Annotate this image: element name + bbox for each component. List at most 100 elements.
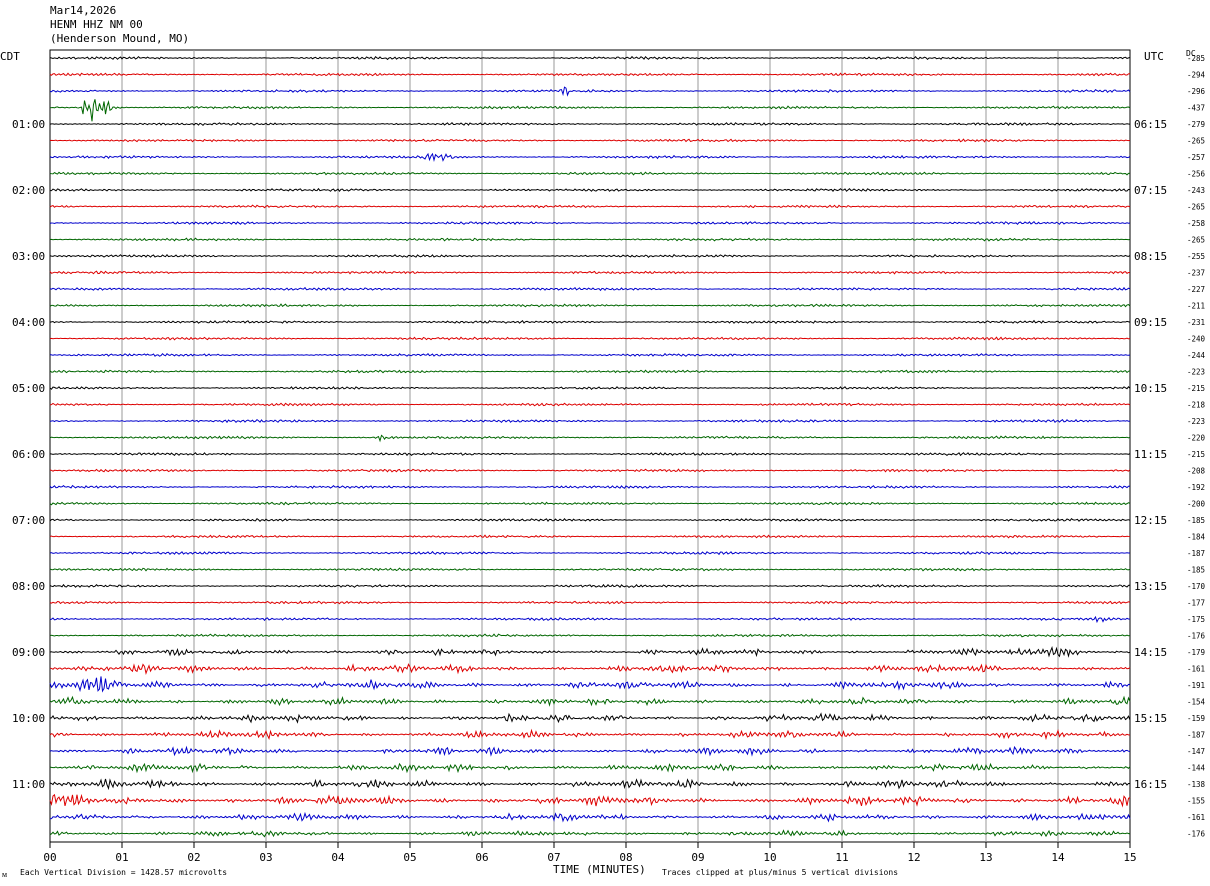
dc-offset-label-6: -265 bbox=[1187, 137, 1205, 146]
trace-30 bbox=[49, 534, 1131, 539]
dc-label: DC bbox=[1186, 49, 1196, 58]
trace-27 bbox=[49, 484, 1131, 489]
left-hour-label-2: 02:00 bbox=[12, 184, 45, 197]
trace-group bbox=[49, 55, 1131, 838]
right-hour-label-9: 14:15 bbox=[1134, 646, 1167, 659]
dc-offset-label-21: -215 bbox=[1187, 384, 1205, 393]
plot-frame bbox=[49, 49, 1131, 843]
trace-47 bbox=[49, 811, 1131, 823]
trace-8 bbox=[49, 171, 1131, 176]
dc-offset-label-12: -265 bbox=[1187, 236, 1205, 245]
location-label: (Henderson Mound, MO) bbox=[50, 32, 190, 45]
dc-offset-label-46: -155 bbox=[1187, 797, 1205, 806]
x-axis-title: TIME (MINUTES) bbox=[553, 863, 646, 876]
dc-offset-label-44: -144 bbox=[1187, 764, 1206, 773]
trace-44 bbox=[49, 762, 1131, 774]
trace-9 bbox=[49, 187, 1131, 193]
dc-offset-label-24: -220 bbox=[1187, 434, 1206, 443]
trace-32 bbox=[49, 567, 1131, 572]
trace-36 bbox=[49, 633, 1131, 638]
dc-offset-label-3: -296 bbox=[1187, 87, 1206, 96]
dc-offset-label-8: -256 bbox=[1187, 170, 1206, 179]
dc-offset-label-13: -255 bbox=[1187, 252, 1205, 261]
dc-offset-label-31: -187 bbox=[1187, 549, 1205, 558]
dc-offset-label-7: -257 bbox=[1187, 153, 1205, 162]
x-tick-label-05: 05 bbox=[403, 851, 416, 864]
dc-offset-label-38: -161 bbox=[1187, 665, 1205, 674]
dc-offset-label-37: -179 bbox=[1187, 648, 1205, 657]
left-hour-label-8: 08:00 bbox=[12, 580, 45, 593]
dc-offset-label-9: -243 bbox=[1187, 186, 1205, 195]
x-tick-label-04: 04 bbox=[331, 851, 345, 864]
trace-11 bbox=[49, 220, 1131, 226]
division-note: Each Vertical Division = 1428.57 microvo… bbox=[20, 868, 228, 877]
trace-7 bbox=[49, 152, 1131, 163]
trace-48 bbox=[49, 829, 1131, 838]
corner-mark: ᴍ bbox=[2, 870, 8, 879]
trace-1 bbox=[49, 55, 1131, 61]
trace-10 bbox=[49, 204, 1131, 209]
trace-17 bbox=[49, 319, 1131, 325]
left-hour-label-10: 10:00 bbox=[12, 712, 45, 725]
trace-28 bbox=[49, 501, 1131, 506]
trace-6 bbox=[49, 138, 1131, 143]
left-hour-label-6: 06:00 bbox=[12, 448, 45, 461]
x-tick-label-03: 03 bbox=[259, 851, 272, 864]
trace-34 bbox=[49, 600, 1131, 605]
trace-22 bbox=[49, 402, 1131, 407]
dc-offset-label-20: -223 bbox=[1187, 368, 1205, 377]
x-tick-label-11: 11 bbox=[835, 851, 848, 864]
right-hour-label-7: 12:15 bbox=[1134, 514, 1167, 527]
clip-note: Traces clipped at plus/minus 5 vertical … bbox=[662, 868, 899, 877]
trace-4 bbox=[49, 99, 1131, 122]
trace-29 bbox=[49, 518, 1131, 522]
x-tick-label-01: 01 bbox=[115, 851, 128, 864]
dc-offset-label-15: -227 bbox=[1187, 285, 1205, 294]
dc-offset-label-40: -154 bbox=[1187, 698, 1206, 707]
trace-18 bbox=[49, 336, 1131, 341]
dc-offset-label-22: -218 bbox=[1187, 401, 1206, 410]
x-tick-label-15: 15 bbox=[1123, 851, 1136, 864]
dc-offset-label-10: -265 bbox=[1187, 203, 1205, 212]
left-hour-label-3: 03:00 bbox=[12, 250, 45, 263]
x-tick-label-10: 10 bbox=[763, 851, 776, 864]
tick-group: 00 01 02 03 04 05 06 07 08 09 10 11 12 13 14 15 -285 -294… bbox=[12, 54, 1206, 864]
dc-offset-label-1: -285 bbox=[1187, 54, 1205, 63]
x-tick-label-13: 13 bbox=[979, 851, 992, 864]
dc-offset-label-27: -192 bbox=[1187, 483, 1205, 492]
dc-offset-label-26: -208 bbox=[1187, 467, 1206, 476]
trace-2 bbox=[49, 72, 1131, 77]
x-tick-label-07: 07 bbox=[547, 851, 560, 864]
right-hour-label-10: 15:15 bbox=[1134, 712, 1167, 725]
right-hour-label-4: 09:15 bbox=[1134, 316, 1167, 329]
trace-5 bbox=[49, 122, 1131, 127]
left-hour-label-5: 05:00 bbox=[12, 382, 45, 395]
dc-offset-label-43: -147 bbox=[1187, 747, 1205, 756]
trace-42 bbox=[49, 728, 1131, 741]
left-hour-label-9: 09:00 bbox=[12, 646, 45, 659]
trace-16 bbox=[49, 303, 1131, 308]
trace-46 bbox=[49, 793, 1131, 808]
trace-31 bbox=[49, 550, 1131, 556]
left-timezone-label: CDT bbox=[0, 50, 20, 63]
dc-offset-label-41: -159 bbox=[1187, 714, 1205, 723]
trace-21 bbox=[49, 385, 1131, 390]
trace-23 bbox=[49, 418, 1131, 424]
trace-33 bbox=[49, 583, 1131, 589]
right-timezone-label: UTC bbox=[1144, 50, 1164, 63]
trace-26 bbox=[49, 468, 1131, 473]
x-tick-label-06: 06 bbox=[475, 851, 488, 864]
x-tick-label-08: 08 bbox=[619, 851, 632, 864]
trace-38 bbox=[49, 663, 1131, 675]
right-hour-label-5: 10:15 bbox=[1134, 382, 1167, 395]
trace-35 bbox=[49, 615, 1131, 624]
dc-offset-label-28: -200 bbox=[1187, 500, 1206, 509]
date-label: Mar14,2026 bbox=[50, 4, 117, 17]
dc-offset-label-18: -240 bbox=[1187, 335, 1206, 344]
left-hour-label-7: 07:00 bbox=[12, 514, 45, 527]
dc-offset-label-42: -187 bbox=[1187, 731, 1205, 740]
trace-40 bbox=[49, 695, 1131, 707]
dc-offset-label-47: -161 bbox=[1187, 813, 1205, 822]
dc-offset-label-23: -223 bbox=[1187, 417, 1205, 426]
left-hour-label-4: 04:00 bbox=[12, 316, 45, 329]
